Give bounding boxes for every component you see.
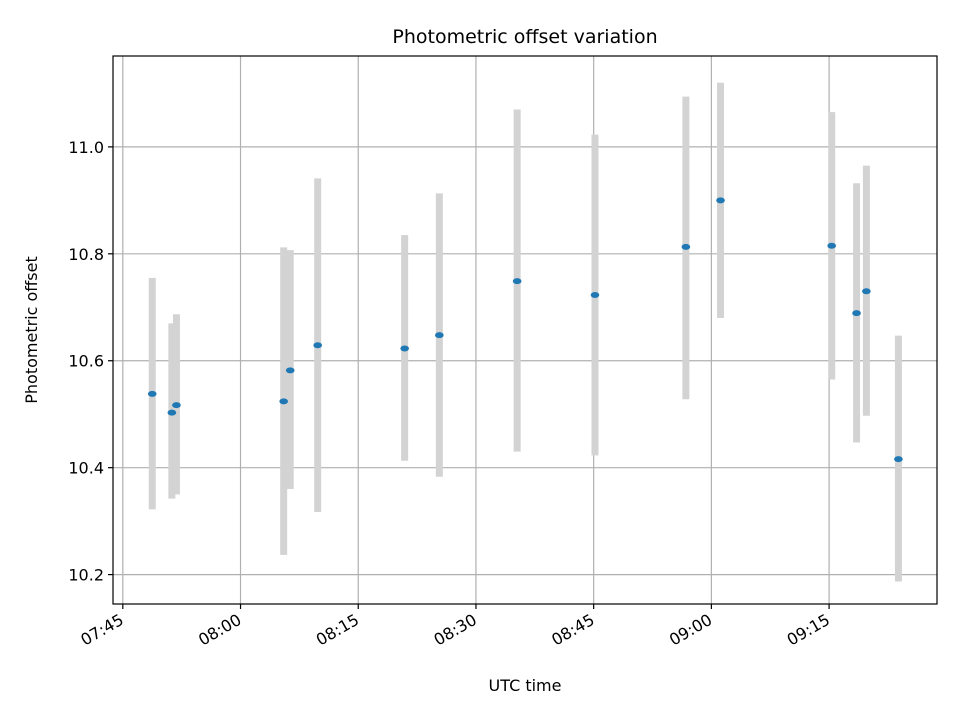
data-point <box>862 288 871 295</box>
data-point <box>172 402 181 409</box>
data-point <box>512 278 522 285</box>
y-tick-label: 11.0 <box>68 138 104 157</box>
data-point <box>852 310 861 317</box>
y-axis-label: Photometric offset <box>22 256 41 404</box>
data-point <box>590 291 600 298</box>
y-tick-label: 10.4 <box>68 459 104 478</box>
data-point <box>827 242 837 249</box>
data-points <box>147 197 903 463</box>
data-point <box>285 367 295 374</box>
chart-title: Photometric offset variation <box>392 26 657 48</box>
plot-frame <box>112 55 938 605</box>
data-point <box>716 197 725 204</box>
y-tick-label: 10.6 <box>68 352 104 371</box>
y-tick-label: 10.2 <box>68 566 104 585</box>
data-point <box>147 390 157 397</box>
data-point <box>894 456 903 463</box>
data-point <box>279 398 288 405</box>
data-point <box>681 243 691 250</box>
x-axis-label: UTC time <box>489 676 562 695</box>
y-tick-label: 10.8 <box>68 245 104 264</box>
data-point <box>400 345 409 352</box>
data-point <box>435 332 444 339</box>
data-point <box>313 342 322 349</box>
data-point <box>167 409 177 416</box>
